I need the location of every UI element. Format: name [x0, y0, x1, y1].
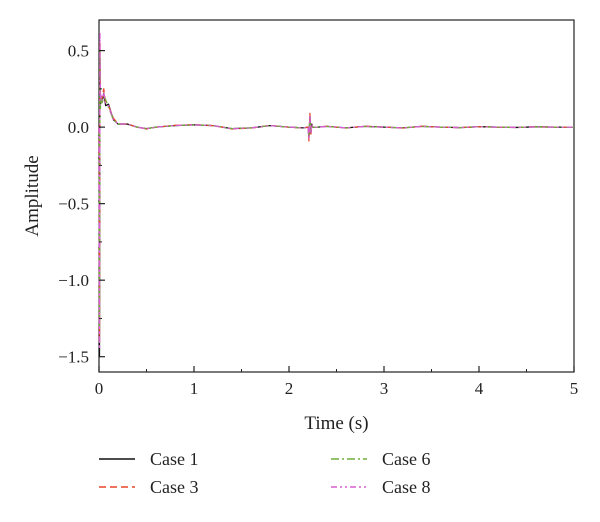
series-line-4 [98, 31, 574, 350]
x-axis: 0 1 2 3 4 5 [95, 366, 579, 398]
y-tick-label: 0.0 [68, 118, 89, 137]
series-line-2 [98, 42, 574, 343]
legend: Case 1 Case 3 Case 6 Case 8 [99, 449, 431, 497]
x-tick-label: 3 [380, 379, 389, 398]
legend-label-3: Case 6 [382, 449, 431, 469]
y-tick-label: −1.0 [58, 271, 89, 290]
legend-label-1: Case 1 [150, 449, 199, 469]
y-tick-label: −0.5 [58, 195, 89, 214]
plot-frame [98, 19, 575, 373]
y-axis-title: Amplitude [22, 155, 43, 236]
legend-label-4: Case 8 [382, 477, 431, 497]
series-line-3 [98, 49, 574, 327]
y-axis: 0.5 0.0 −0.5 −1.0 −1.5 [58, 42, 105, 367]
y-tick-label: 0.5 [68, 42, 89, 61]
legend-label-2: Case 3 [150, 477, 199, 497]
x-tick-label: 2 [285, 379, 294, 398]
y-tick-label: −1.5 [58, 348, 89, 367]
x-tick-label: 5 [570, 379, 579, 398]
series-line-1 [98, 65, 574, 358]
x-axis-title: Time (s) [304, 413, 368, 434]
x-tick-label: 4 [475, 379, 484, 398]
x-tick-label: 1 [190, 379, 199, 398]
x-tick-label: 0 [95, 379, 104, 398]
plot-lines [98, 31, 574, 358]
